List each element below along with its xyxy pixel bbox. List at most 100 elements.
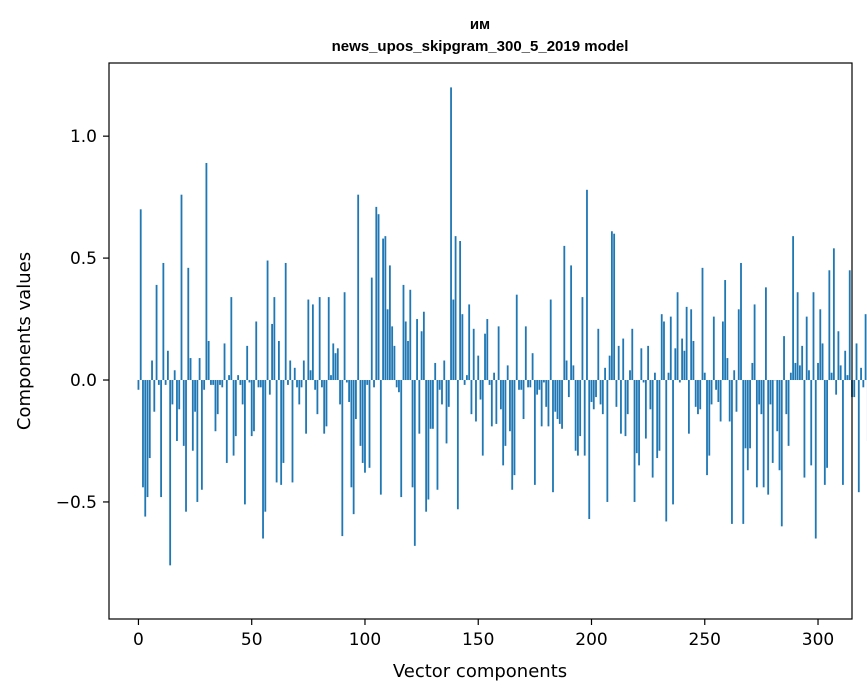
- bar-225: [647, 345, 650, 381]
- bar-2: [142, 380, 144, 488]
- bar-253: [710, 380, 713, 405]
- x-axis-label: Vector components: [393, 661, 567, 682]
- bar-239: [678, 380, 681, 383]
- bar-136: [445, 380, 448, 444]
- bar-154: [486, 319, 489, 381]
- bar-175: [533, 380, 536, 485]
- bar-68: [291, 380, 294, 483]
- bar-124: [418, 380, 421, 434]
- bar-10: [160, 380, 163, 498]
- bar-114: [395, 380, 398, 388]
- bar-194: [576, 380, 579, 456]
- bar-285: [783, 336, 785, 381]
- bar-247: [697, 380, 699, 415]
- bar-282: [776, 380, 779, 432]
- bar-137: [447, 380, 450, 407]
- bar-37: [221, 380, 224, 388]
- bar-277: [765, 287, 767, 381]
- bar-160: [499, 380, 502, 410]
- bar-293: [801, 345, 804, 381]
- bar-264: [735, 380, 738, 412]
- bar-171: [524, 326, 527, 381]
- bar-24: [191, 380, 194, 451]
- bar-244: [690, 309, 693, 381]
- bar-77: [311, 304, 314, 381]
- bar-311: [842, 380, 844, 485]
- bar-163: [506, 365, 509, 381]
- bar-42: [232, 380, 235, 456]
- x-tick-label: 0: [133, 630, 144, 650]
- bar-135: [443, 360, 446, 381]
- bar-0: [137, 380, 140, 390]
- bar-313: [846, 375, 849, 381]
- chart-title-line2: news_upos_skipgram_300_5_2019 model: [332, 38, 629, 55]
- bar-321: [864, 314, 867, 381]
- bar-268: [744, 380, 747, 449]
- bar-300: [817, 362, 819, 381]
- bar-318: [857, 380, 860, 493]
- bar-279: [769, 380, 772, 405]
- bars-group: [137, 87, 867, 566]
- bar-95: [352, 380, 355, 515]
- bar-198: [586, 189, 588, 381]
- bar-120: [409, 289, 412, 381]
- bar-146: [468, 304, 471, 381]
- bar-246: [694, 380, 697, 407]
- bar-292: [798, 365, 801, 381]
- bar-263: [733, 370, 736, 381]
- bar-109: [384, 236, 387, 381]
- bar-29: [203, 380, 206, 390]
- bar-60: [273, 297, 276, 381]
- chart-title-line1: им: [470, 16, 490, 33]
- bar-3: [144, 380, 147, 517]
- bar-25: [194, 380, 196, 412]
- bar-270: [749, 380, 751, 449]
- bar-30: [205, 162, 208, 381]
- bar-218: [631, 328, 634, 381]
- bar-72: [300, 380, 303, 388]
- bar-312: [844, 350, 847, 381]
- bar-99: [361, 380, 364, 463]
- bar-250: [703, 372, 706, 381]
- bar-121: [411, 380, 414, 488]
- bar-43: [234, 380, 237, 437]
- bar-89: [339, 380, 341, 405]
- bar-307: [832, 248, 835, 381]
- bar-56: [264, 380, 267, 512]
- bar-153: [484, 333, 486, 381]
- bar-226: [649, 380, 652, 410]
- bar-308: [835, 380, 838, 395]
- bar-64: [282, 380, 285, 463]
- bar-110: [386, 309, 389, 381]
- bar-9: [157, 380, 160, 385]
- x-tick-label: 250: [689, 630, 721, 650]
- bar-148: [472, 328, 475, 381]
- bar-280: [771, 380, 774, 463]
- bar-236: [672, 380, 674, 505]
- bar-4: [146, 380, 149, 498]
- bar-149: [475, 380, 477, 422]
- bar-8: [155, 284, 158, 381]
- plot-frame: [108, 62, 853, 620]
- bar-23: [189, 358, 192, 381]
- bar-220: [635, 380, 638, 454]
- bar-203: [597, 328, 600, 381]
- bar-294: [803, 380, 806, 478]
- bar-22: [187, 267, 190, 381]
- bar-1: [139, 209, 142, 381]
- bar-134: [441, 380, 443, 405]
- bar-19: [180, 194, 183, 381]
- y-axis-ticks: −0.5 0.0 0.5 1.0: [56, 127, 109, 513]
- bar-41: [230, 297, 233, 381]
- bar-112: [391, 326, 394, 381]
- bar-108: [382, 238, 385, 381]
- bar-241: [683, 350, 686, 381]
- bar-115: [398, 380, 400, 393]
- bar-255: [715, 380, 717, 390]
- bar-251: [706, 380, 708, 476]
- bar-151: [479, 380, 482, 400]
- bar-256: [717, 380, 720, 402]
- bar-55: [262, 380, 264, 539]
- bar-38: [223, 343, 226, 381]
- bar-301: [819, 309, 822, 381]
